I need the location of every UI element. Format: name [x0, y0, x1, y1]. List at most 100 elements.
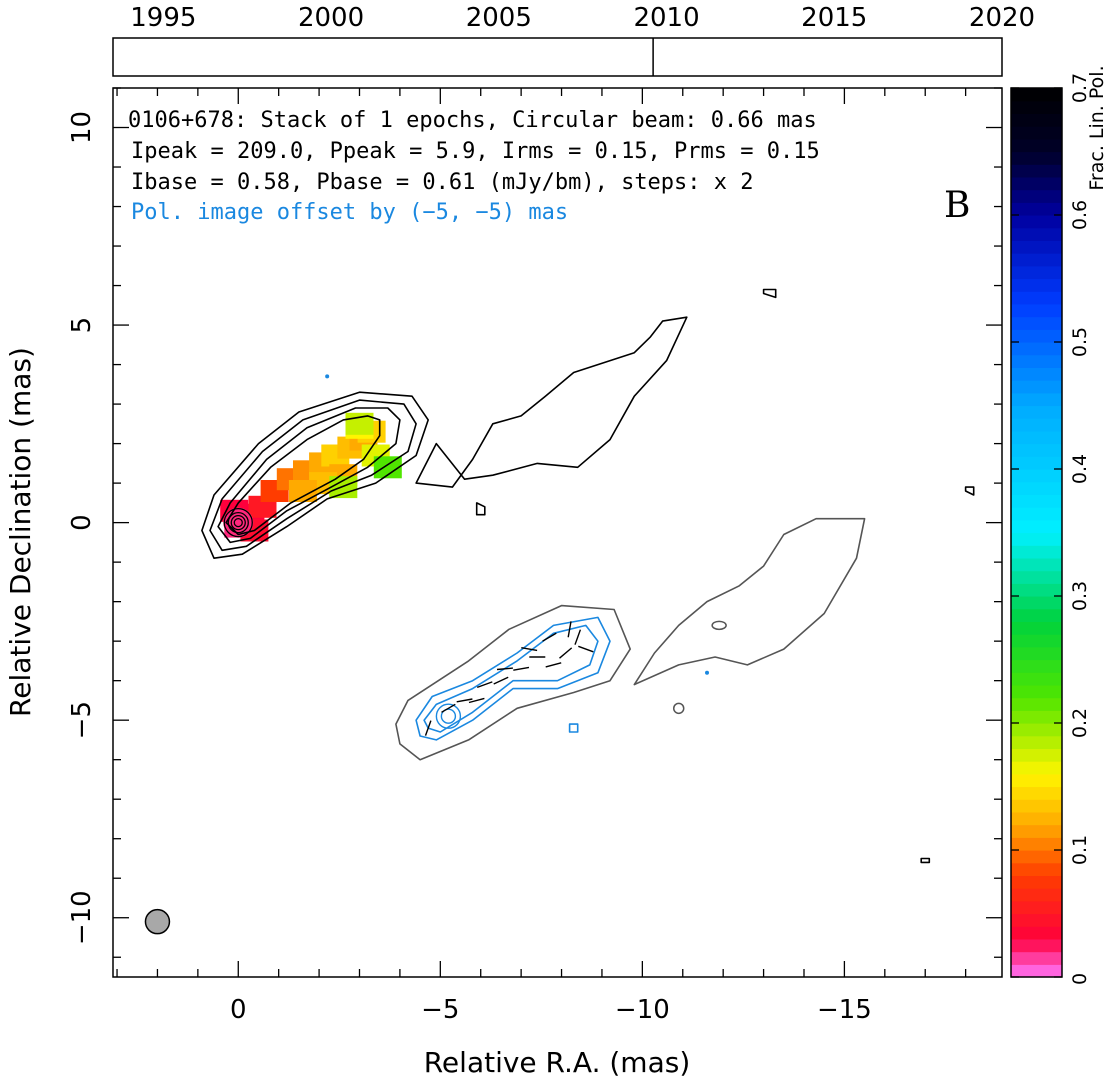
colorbar-band	[1011, 811, 1062, 826]
stokes-i-contour	[217, 407, 401, 544]
x-axis-tick-label: −15	[817, 995, 872, 1025]
colorbar-band	[1011, 672, 1062, 686]
colorbar-band	[1011, 761, 1062, 775]
colorbar-band	[1011, 469, 1062, 483]
colorbar-band	[1011, 367, 1062, 381]
polarization-speck	[705, 670, 710, 675]
evpa-stick	[521, 647, 538, 652]
colorbar-band	[1011, 456, 1062, 470]
colorbar-band	[1011, 215, 1062, 229]
colorbar-band	[1011, 938, 1062, 953]
evpa-stick	[578, 645, 594, 653]
colorbar-band	[1011, 151, 1062, 165]
stokes-i-core-contour	[230, 514, 246, 531]
polarized-intensity-contours	[325, 374, 710, 741]
colorbar-band	[1011, 126, 1062, 140]
colorbar-band	[1011, 608, 1062, 622]
colorbar-band	[1011, 621, 1062, 635]
colorbar-band	[1011, 697, 1062, 711]
offset-i-contour	[711, 620, 727, 631]
polarization-core-contour	[440, 708, 457, 724]
colorbar-band	[1011, 303, 1062, 318]
time-axis-tick-label: 2020	[969, 3, 1035, 33]
x-axis-tick-label: −10	[615, 995, 670, 1025]
colorbar-band	[1011, 837, 1062, 851]
colorbar-band	[1011, 278, 1062, 292]
colorbar-band	[1011, 405, 1062, 419]
stokes-i-contour	[920, 857, 931, 864]
y-axis-tick-label: 0	[67, 514, 97, 531]
evpa-stick	[542, 632, 557, 642]
polarization-core-contour	[435, 703, 462, 729]
time-axis: 1995 2000 2005 2010 2015 2020	[112, 3, 1035, 77]
colorbar-band	[1011, 392, 1062, 407]
colorbar-band	[1011, 291, 1062, 305]
evpa-stick	[476, 681, 493, 689]
evpa-stick	[567, 621, 572, 638]
colorbar-tick-label: 0.1	[1069, 835, 1091, 865]
colorbar-band	[1011, 583, 1062, 597]
evpa-stick	[424, 720, 432, 736]
colorbar-band	[1011, 316, 1062, 330]
colorbar-band	[1011, 113, 1062, 127]
colorbar-band	[1011, 684, 1062, 699]
offset-total-intensity-contours	[395, 517, 866, 761]
colorbar-band	[1011, 418, 1062, 432]
colorbar-band	[1011, 723, 1062, 737]
colorbar-band	[1011, 786, 1062, 800]
colorbar-band	[1011, 253, 1062, 267]
evpa-stick	[496, 667, 513, 671]
evpa-stick	[559, 647, 573, 659]
y-axis-tick-label: 10	[67, 111, 97, 144]
x-axis-tick-label: −5	[421, 995, 459, 1025]
colorbar-band	[1011, 862, 1062, 876]
colorbar-band	[1011, 875, 1062, 889]
beam-ellipse	[144, 908, 171, 935]
colorbar-band	[1011, 380, 1062, 394]
colorbar-band	[1011, 773, 1062, 788]
axis-ticks	[113, 87, 1002, 977]
fracpol-pixel	[288, 480, 317, 502]
colorbar-band	[1011, 202, 1062, 216]
evpa-stick	[456, 698, 473, 703]
colorbar-band	[1011, 646, 1062, 661]
evpa-sticks	[424, 621, 594, 736]
stokes-i-contour	[475, 502, 486, 516]
stokes-i-contour	[225, 415, 381, 536]
colorbar-band	[1011, 799, 1062, 813]
colorbar-band	[1011, 164, 1062, 178]
stokes-i-contour	[209, 399, 417, 552]
colorbar-band	[1011, 519, 1062, 534]
colorbar-band	[1011, 481, 1062, 495]
offset-i-contour	[395, 604, 631, 761]
colorbar-label: Frac. Lin. Pol.	[1086, 65, 1108, 190]
colorbar-band	[1011, 354, 1062, 368]
colorbar-band	[1011, 570, 1062, 584]
colorbar-band	[1011, 100, 1062, 114]
colorbar-band	[1011, 659, 1062, 673]
colorbar-tick-label: 0	[1069, 973, 1091, 985]
colorbar-band	[1011, 545, 1062, 559]
fracpol-pixel	[373, 456, 402, 479]
colorbar-band	[1011, 850, 1062, 864]
colorbar-band	[1011, 964, 1062, 978]
colorbar-band	[1011, 951, 1062, 965]
stokes-i-contour	[415, 316, 688, 488]
colorbar-band	[1011, 710, 1062, 724]
colorbar-band	[1011, 532, 1062, 546]
colorbar-ticks	[1011, 87, 1062, 978]
main-plot: 0 −5 −10 −15 10 5 0 −5 −10 0106+678: Stack of 1 …	[67, 87, 1003, 1025]
colorbar-tick-labels: 0 0.1 0.2 0.3 0.4 0.5 0.6 0.7	[1069, 73, 1091, 985]
time-axis-tick-label: 2015	[801, 3, 867, 33]
colorbar-band	[1011, 240, 1062, 254]
evpa-stick	[513, 666, 530, 671]
polarization-contour	[415, 616, 611, 741]
y-axis-tick-label: 5	[67, 317, 97, 334]
evpa-stick	[574, 629, 582, 645]
colorbar-band	[1011, 88, 1062, 102]
colorbar-band	[1011, 748, 1062, 762]
time-axis-tick-label: 2005	[466, 3, 532, 33]
colorbar-band	[1011, 824, 1062, 838]
colorbar-band	[1011, 634, 1062, 648]
colorbar-tick-label: 0.4	[1069, 454, 1091, 484]
